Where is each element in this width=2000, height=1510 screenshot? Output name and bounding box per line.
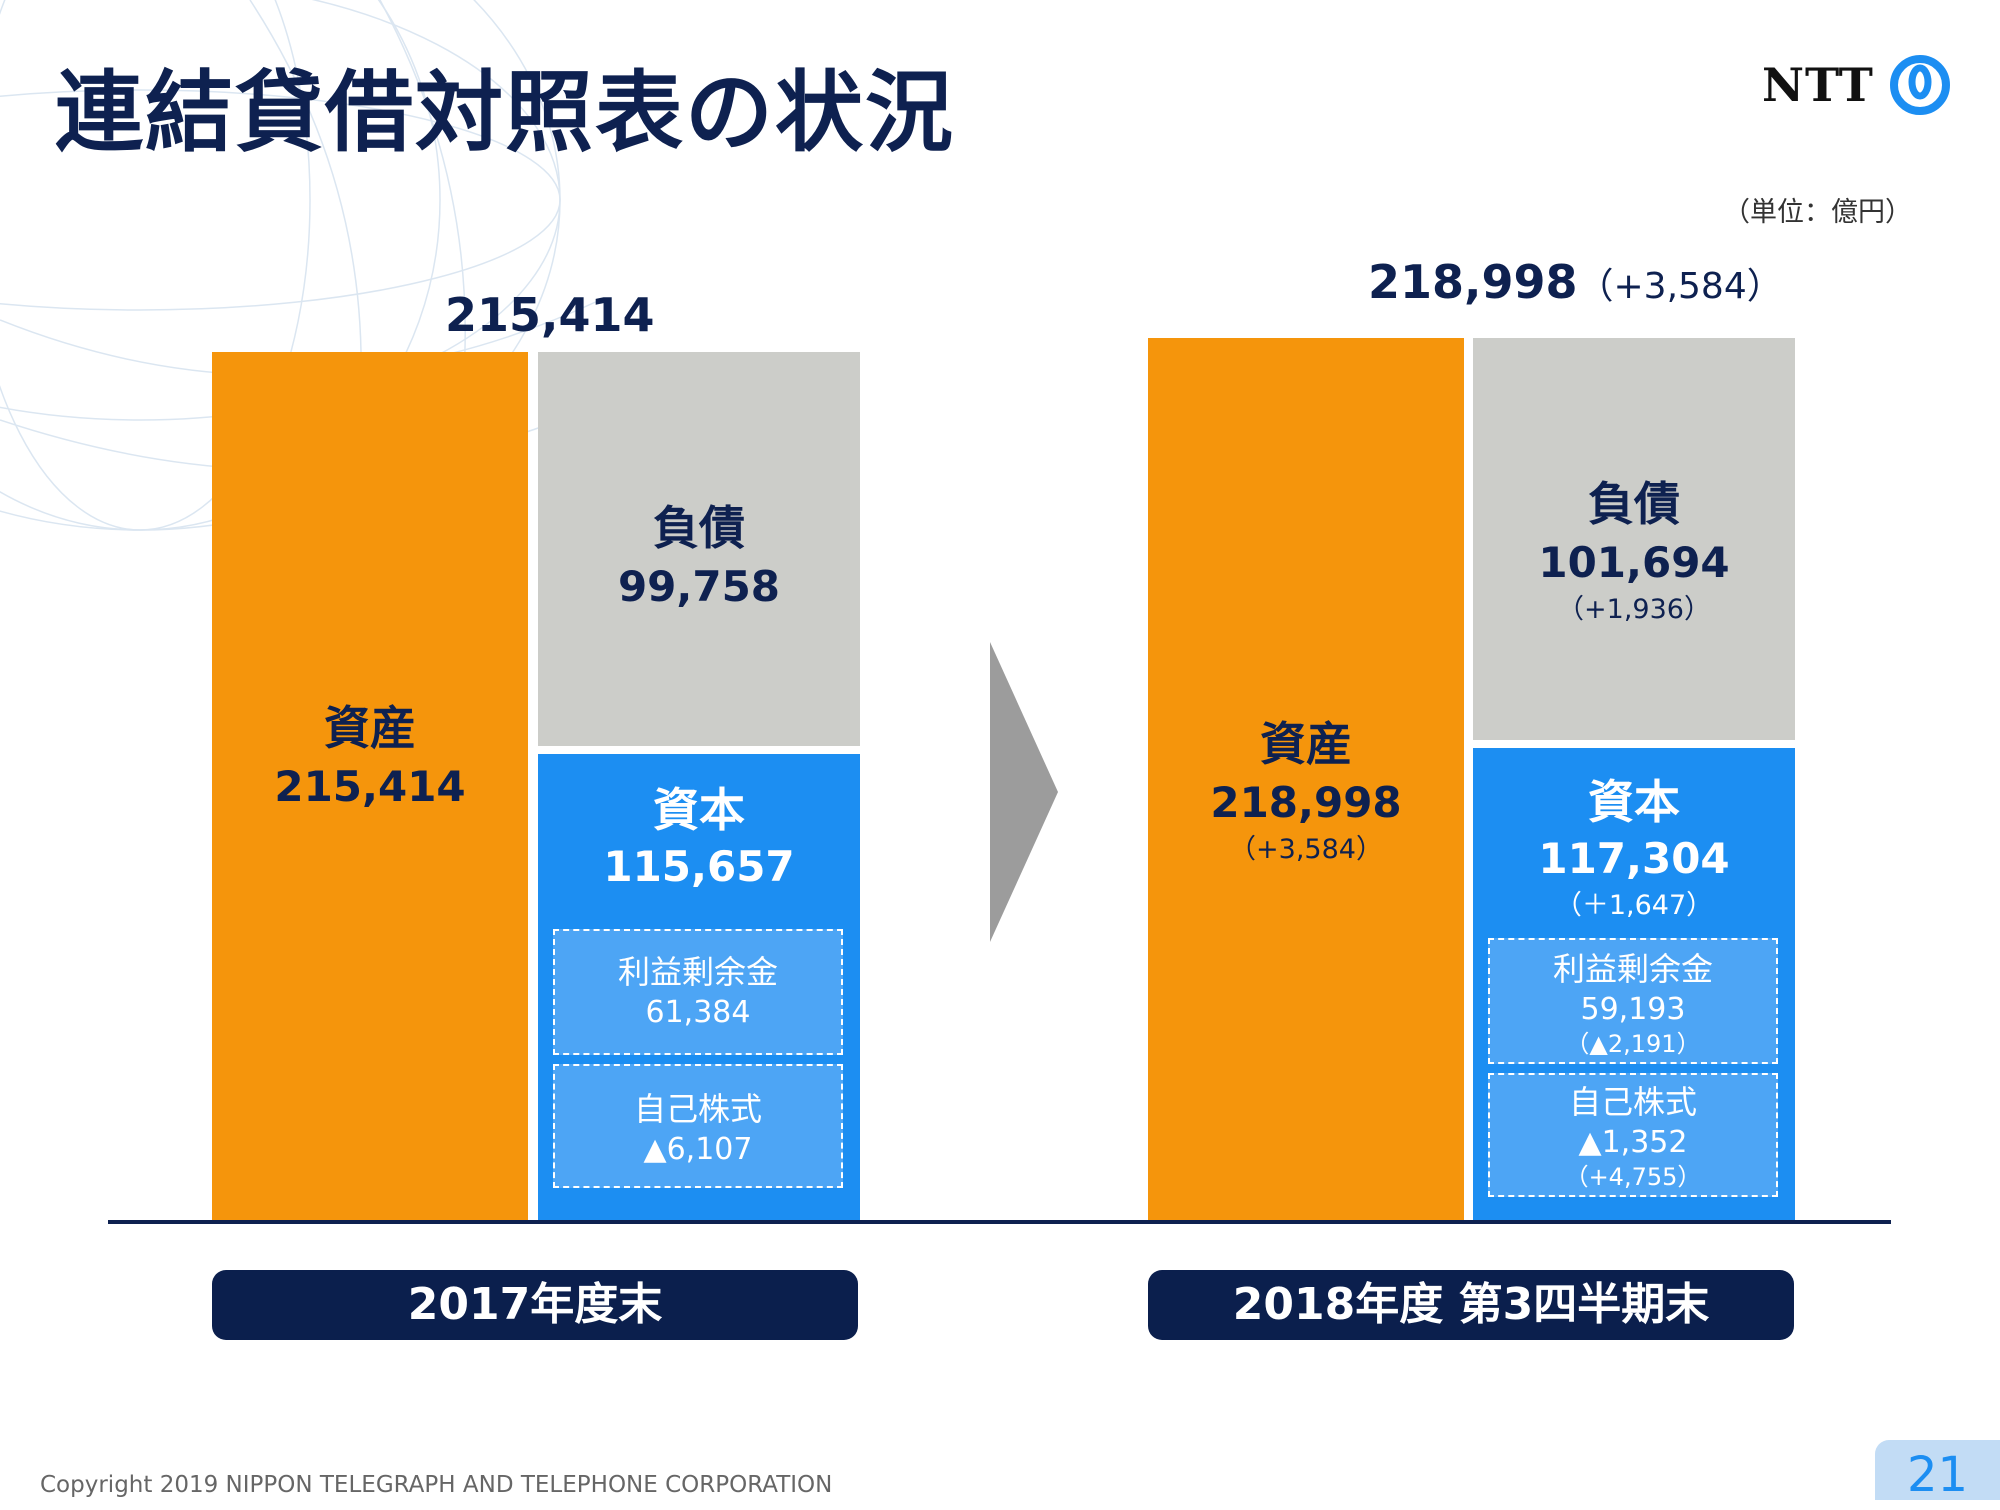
ntt-logo-icon	[1889, 55, 1950, 115]
arrow-right-icon	[990, 642, 1058, 942]
ntt-logo: NTT	[1762, 50, 1952, 120]
page-title: 連結貸借対照表の状況	[55, 61, 956, 164]
retained-earnings-box-2018q3: 利益剰余金 59,193 （▲2,191）	[1488, 937, 1778, 1064]
period-label-2017: 2017年度末	[212, 1270, 858, 1340]
liabilities-bar-2017: 負債 99,758	[538, 352, 860, 747]
retained-earnings-delta: （▲2,191）	[1565, 1029, 1701, 1058]
total-2018q3: 218,998（+3,584）	[1368, 255, 1783, 309]
total-value: 215,414	[445, 288, 655, 342]
equity-label: 資本	[653, 783, 745, 838]
assets-delta: （+3,584）	[1229, 834, 1383, 865]
retained-earnings-label: 利益剰余金	[1552, 949, 1713, 988]
liabilities-value: 101,694	[1538, 538, 1730, 587]
copyright-footer: Copyright 2019 NIPPON TELEGRAPH AND TELE…	[40, 1472, 833, 1498]
assets-value: 218,998	[1210, 778, 1402, 827]
liabilities-delta: （+1,936）	[1557, 594, 1711, 625]
assets-label: 資産	[324, 701, 416, 756]
unit-label: （単位：億円）	[1723, 197, 1912, 228]
page-number: 21	[1875, 1440, 2000, 1503]
assets-value: 215,414	[274, 762, 466, 812]
liabilities-value: 99,758	[617, 562, 781, 612]
logo-text: NTT	[1762, 58, 1874, 112]
equity-value: 117,304	[1538, 833, 1730, 883]
chart-baseline	[108, 1220, 1891, 1224]
liabilities-label: 負債	[653, 501, 745, 556]
treasury-stock-value: ▲1,352	[1578, 1124, 1688, 1160]
liabilities-label: 負債	[1588, 477, 1680, 531]
treasury-stock-value: ▲6,107	[643, 1132, 753, 1168]
treasury-stock-box-2018q3: 自己株式 ▲1,352 （+4,755）	[1488, 1072, 1778, 1197]
total-value: 218,998	[1368, 255, 1578, 309]
equity-bar-2018q3: 資本 117,304 （＋1,647） 利益剰余金 59,193 （▲2,191…	[1473, 747, 1795, 1220]
retained-earnings-label: 利益剰余金	[617, 953, 778, 992]
treasury-stock-label: 自己株式	[1568, 1082, 1697, 1121]
retained-earnings-value: 59,193	[1580, 991, 1686, 1027]
equity-bar-2017: 資本 115,657 利益剰余金 61,384 自己株式 ▲6,107	[538, 754, 860, 1220]
equity-delta: （＋1,647）	[1554, 889, 1714, 921]
liabilities-bar-2018q3: 負債 101,694 （+1,936）	[1473, 338, 1795, 740]
total-2017: 215,414	[445, 288, 655, 342]
treasury-stock-box-2017: 自己株式 ▲6,107	[553, 1064, 843, 1189]
total-delta: （+3,584）	[1577, 266, 1783, 307]
period-label-2018q3: 2018年度 第3四半期末	[1148, 1270, 1794, 1340]
equity-value: 115,657	[603, 842, 795, 892]
equity-label: 資本	[1588, 774, 1680, 829]
retained-earnings-box-2017: 利益剰余金 61,384	[553, 929, 843, 1056]
assets-bar-2017: 資産 215,414	[212, 352, 528, 1220]
assets-bar-2018q3: 資産 218,998 （+3,584）	[1148, 338, 1464, 1220]
treasury-stock-label: 自己株式	[633, 1090, 762, 1129]
retained-earnings-value: 61,384	[645, 995, 751, 1031]
assets-label: 資産	[1260, 717, 1352, 771]
treasury-stock-delta: （+4,755）	[1564, 1162, 1702, 1191]
